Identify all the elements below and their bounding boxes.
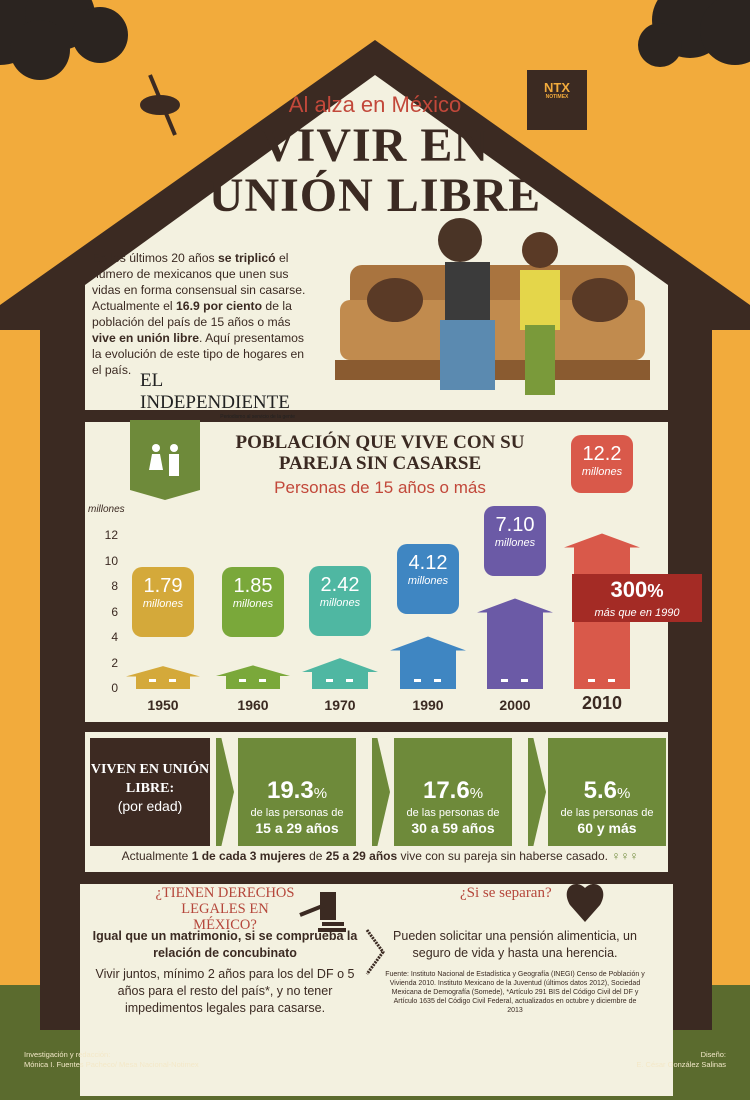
y-axis-label: millones — [88, 504, 125, 515]
chart-subtitle: Personas de 15 años o más — [274, 478, 486, 497]
y-tick-label: 6 — [111, 604, 118, 619]
title-line-1: VIVIR EN — [260, 119, 490, 172]
data-label-2000: 7.10 millones — [484, 506, 546, 577]
x-tick-label: 2000 — [499, 697, 531, 713]
value-text: 1.79 — [143, 575, 183, 597]
intro-text: En los últimos 20 años se triplicó el nú… — [92, 251, 306, 377]
x-tick-label: 1970 — [324, 697, 356, 713]
value-text: 2.42 — [320, 574, 360, 597]
broken-heart-icon — [566, 884, 604, 922]
women-note: Actualmente 1 de cada 3 mujeres de 25 a … — [121, 849, 639, 863]
couch-illustration — [335, 218, 650, 395]
age-header: VIVEN EN UNIÓN LIBRE: (por edad) — [90, 738, 210, 846]
y-tick-label: 4 — [111, 630, 118, 644]
bar-1970 — [302, 658, 378, 689]
brand: NTX — [544, 80, 570, 95]
arrow-divider — [365, 929, 385, 975]
y-tick-label: 2 — [111, 655, 118, 670]
rights-answer-body: Vivir juntos, mínimo 2 años para los del… — [95, 967, 355, 1015]
antenna-icon — [140, 74, 180, 136]
value-text: 4.12 — [408, 552, 448, 575]
age-group-15-29: 19.3% de las personas de 15 a 29 años — [238, 738, 356, 846]
window-mark — [501, 679, 508, 682]
y-tick-label: 0 — [111, 681, 118, 695]
window-mark — [326, 679, 333, 682]
x-tick-label: 1960 — [237, 697, 269, 713]
chimney — [527, 70, 587, 130]
chart-title: POBLACIÓN QUE VIVE CON SU PAREJA SIN CAS… — [235, 432, 525, 474]
window-mark — [169, 679, 176, 682]
value-text: 1.85 — [233, 575, 273, 597]
couple-badge — [130, 420, 200, 500]
y-tick-label: 12 — [104, 528, 118, 542]
x-tick-label: 2010 — [581, 693, 623, 713]
research-credit: Investigación y redacción: Mónica I. Fuen… — [24, 1050, 199, 1069]
unit-text: millones — [319, 597, 361, 610]
x-tick-label: 1950 — [147, 697, 179, 713]
window-mark — [259, 679, 266, 682]
growth-annotation: 300% más que en 1990 — [572, 574, 702, 622]
notimex-logo: NTX NOTIMEX — [535, 80, 579, 100]
window-mark — [414, 679, 421, 682]
window-mark — [434, 679, 441, 682]
unit-text: millones — [142, 598, 184, 610]
women-icon: ♀♀♀ — [611, 849, 639, 863]
y-tick-label: 10 — [104, 553, 118, 568]
brand-sub: NOTIMEX — [545, 94, 569, 100]
design-credit: Diseño: E. César González Salinas — [636, 1050, 726, 1069]
x-tick-label: 1990 — [412, 697, 444, 713]
value-text: 12.2 — [582, 443, 622, 466]
couple-icon — [149, 444, 179, 476]
kicker: Al alza en México — [288, 92, 462, 117]
unit-text: millones — [232, 598, 274, 610]
bar-2000 — [477, 598, 553, 689]
unit-text: millones — [494, 537, 536, 550]
source-note: Fuente: Instituto Nacional de Estadístic… — [385, 971, 645, 1014]
gavel-icon — [299, 892, 346, 932]
window-mark — [521, 679, 528, 682]
data-label-2010: 12.2 millones — [571, 435, 633, 494]
window-mark — [588, 679, 595, 682]
data-label-1950: 1.79 millones — [132, 567, 194, 637]
bar-1950 — [126, 666, 200, 689]
separation-answer: Pueden solicitar una pensión alimenticia… — [393, 929, 637, 960]
separation-question: ¿Si se separan? — [460, 885, 552, 901]
window-mark — [608, 679, 615, 682]
rights-answer-heading: Igual que un matrimonio, si se comprueba… — [92, 929, 358, 960]
el-independiente-logo: EL INDEPENDIENTE Periodismo al servicio d… — [140, 370, 295, 420]
unit-text: millones — [407, 575, 449, 588]
data-label-1970: 2.42 millones — [309, 566, 371, 637]
title-line-2: UNIÓN LIBRE — [208, 169, 542, 222]
clouds — [0, 0, 750, 80]
rights-question: ¿TIENEN DERECHOS LEGALES EN MÉXICO? — [155, 885, 295, 933]
y-tick-label: 8 — [111, 579, 118, 593]
window-mark — [346, 679, 353, 682]
unit-text: millones — [581, 466, 623, 479]
bar-1960 — [216, 665, 290, 689]
window-mark — [149, 679, 156, 682]
age-group-60-plus: 5.6% de las personas de 60 y más — [548, 738, 666, 846]
rights-panel — [80, 884, 673, 1096]
window-mark — [239, 679, 246, 682]
value-text: 7.10 — [495, 514, 535, 537]
data-label-1960: 1.85 millones — [222, 567, 284, 637]
data-label-1990: 4.12 millones — [397, 544, 459, 615]
bar-1990 — [390, 636, 466, 689]
age-group-30-59: 17.6% de las personas de 30 a 59 años — [394, 738, 512, 846]
